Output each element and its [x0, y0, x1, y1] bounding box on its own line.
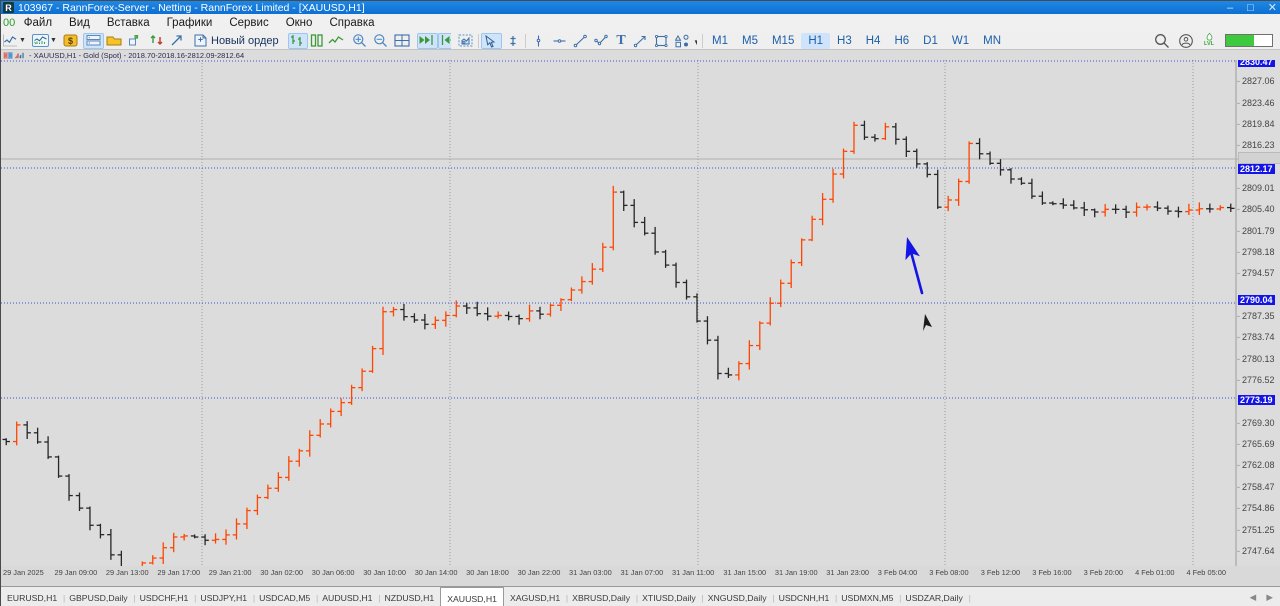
svg-text:▼: ▼ [693, 38, 697, 47]
svg-text:$: $ [67, 36, 72, 46]
